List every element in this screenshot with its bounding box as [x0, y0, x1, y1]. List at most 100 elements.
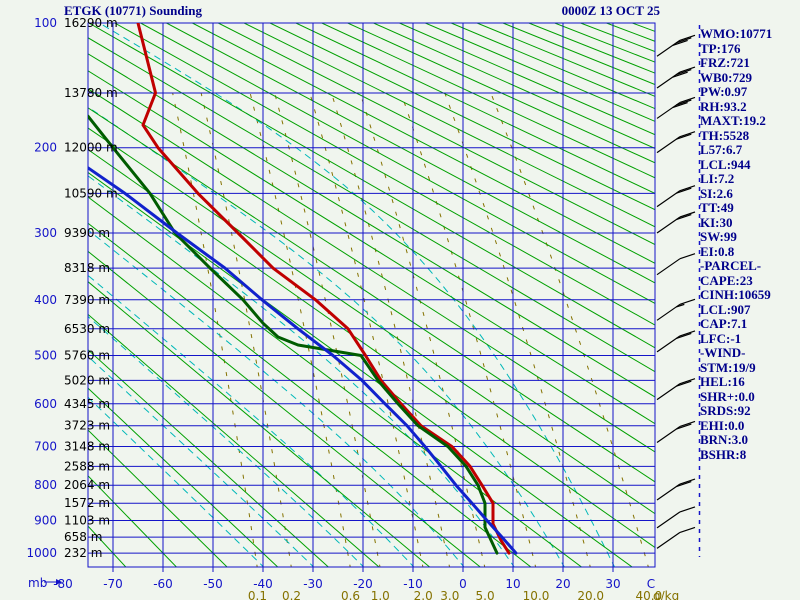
barb-full	[679, 330, 696, 337]
temperature-tick-label: -60	[153, 577, 173, 591]
pressure-tick-label: 900	[34, 514, 57, 528]
temperature-tick-label: 20	[555, 577, 570, 591]
barb-full	[672, 39, 688, 46]
stat-line: PW:0.97	[700, 84, 748, 99]
dry-adiabat	[347, 23, 655, 164]
barb-full	[679, 420, 696, 428]
stat-line: WB0:729	[700, 69, 752, 85]
dry-adiabat	[243, 23, 655, 228]
pressure-tick-label: 100	[34, 16, 57, 30]
stat-line: LCL:944	[700, 156, 751, 172]
dry-adiabat	[192, 23, 655, 264]
mixing-ratio-label: 3.0	[440, 589, 459, 600]
pressure-tick-label: 800	[34, 478, 57, 492]
wind-barb	[656, 96, 696, 119]
temperature-tick-label: -30	[303, 577, 323, 591]
barb-staff	[656, 190, 681, 208]
stat-line: STM:19/9	[700, 359, 756, 375]
stat-line: CAP:7.1	[700, 316, 748, 331]
dry-adiabat	[88, 37, 655, 373]
dry-adiabat	[269, 23, 655, 211]
dry-adiabat	[88, 53, 655, 398]
parcel-curve	[88, 166, 518, 555]
barb-staff	[656, 71, 681, 89]
temperature-tick-label: -50	[203, 577, 223, 591]
pressure-tick-label: 700	[34, 440, 57, 454]
stat-line: SW:99	[700, 229, 737, 244]
dry-adiabat	[88, 107, 655, 483]
barb-full	[679, 34, 696, 41]
pressure-tick-label: 300	[34, 226, 57, 240]
height-label: 9390 m	[64, 226, 110, 240]
mixing-ratio-label: 20.0	[577, 589, 604, 600]
wind-barb	[656, 131, 696, 154]
wind-barb	[656, 185, 696, 208]
barb-half	[676, 303, 685, 308]
dry-adiabat	[88, 250, 482, 567]
wind-barb	[656, 378, 696, 401]
mixing-ratio-line	[172, 92, 258, 567]
mixing-ratio-label: 10.0	[523, 589, 550, 600]
stat-line: HEL:16	[700, 374, 745, 389]
barb-staff	[656, 425, 681, 443]
barb-staff	[656, 383, 681, 401]
barb-full	[676, 69, 692, 76]
barb-full	[676, 213, 692, 221]
stat-line: RH:93.2	[700, 98, 747, 114]
moist-adiabat	[99, 23, 616, 567]
height-label: 10590 m	[64, 186, 118, 200]
height-label: 3148 m	[64, 440, 110, 454]
stat-line: WMO:10771	[700, 26, 773, 41]
stat-line: BSHR:8	[700, 446, 747, 462]
stat-line: EI:0.8	[700, 243, 735, 259]
dry-adiabat	[88, 281, 431, 567]
barb-full	[679, 211, 696, 218]
stat-line: KI:30	[700, 214, 733, 230]
grid	[87, 22, 701, 572]
barb-full	[679, 478, 696, 485]
barb-full	[679, 185, 696, 192]
temperature-tick-label: -10	[403, 577, 423, 591]
barb-staff	[656, 136, 681, 154]
dry-adiabat	[399, 23, 655, 136]
stats-panel: WMO:10771 TP:176 FRZ:721 WB0:729 PW:0.97 RH:9…	[700, 26, 798, 462]
dry-adiabat	[88, 88, 655, 453]
temperature-curve	[136, 23, 511, 555]
height-label: 16290 m	[64, 16, 118, 30]
barb-staff	[656, 531, 681, 549]
dry-adiabat	[88, 196, 583, 567]
height-label: 6530 m	[64, 322, 110, 336]
moist-adiabat	[88, 274, 415, 567]
mixing-ratio-unit-label: g/kg	[653, 589, 679, 600]
barb-full	[672, 101, 688, 109]
height-label: 1572 m	[64, 496, 110, 510]
stat-line: SI:2.6	[700, 185, 733, 201]
wind-barbs	[656, 34, 696, 549]
dry-adiabat	[295, 23, 655, 194]
stat-line: -PARCEL-	[700, 258, 762, 273]
barb-staff	[656, 511, 681, 529]
temperature-tick-label: 0	[459, 577, 467, 591]
temperature-tick-label: 30	[605, 577, 620, 591]
stat-line: -WIND-	[700, 345, 746, 360]
stat-line: FRZ:721	[700, 55, 750, 70]
mb-arrowhead	[56, 579, 62, 585]
stat-line: TT:49	[700, 200, 734, 215]
wind-barb	[656, 253, 696, 276]
wind-barb	[656, 478, 696, 501]
stat-line: LFC:-1	[700, 330, 742, 346]
moist-adiabat	[88, 355, 315, 567]
dry-adiabat	[166, 23, 655, 284]
plot-border	[87, 22, 656, 568]
stat-line: LCL:907	[700, 301, 751, 317]
barb-full	[672, 71, 688, 78]
barb-full	[679, 526, 696, 533]
dry-adiabat	[425, 23, 655, 122]
mixing-ratio-label: 0.2	[282, 589, 301, 600]
moist-adiabat	[88, 106, 565, 567]
pressure-tick-label: 400	[34, 293, 57, 307]
mixing-ratio-label: 1.0	[371, 589, 390, 600]
dry-adiabat	[88, 148, 655, 549]
dry-adiabat	[373, 23, 655, 149]
